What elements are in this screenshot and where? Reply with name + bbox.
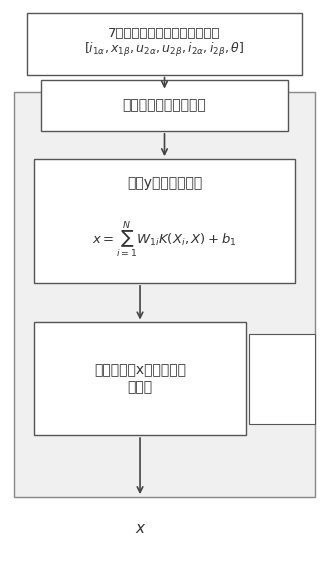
- FancyBboxPatch shape: [28, 12, 301, 75]
- FancyBboxPatch shape: [40, 80, 289, 131]
- Text: x: x: [136, 521, 144, 535]
- Text: $x=\sum_{i=1}^{N}W_{1i}K(X_i,X)+b_1$: $x=\sum_{i=1}^{N}W_{1i}K(X_i,X)+b_1$: [92, 220, 237, 260]
- Text: 7个输入变量的实时直接测量值: 7个输入变量的实时直接测量值: [108, 27, 221, 40]
- Text: 多核最小二乘支
持向量机预测x: 多核最小二乘支 持向量机预测x: [260, 368, 304, 389]
- FancyBboxPatch shape: [14, 92, 315, 497]
- FancyBboxPatch shape: [249, 334, 315, 424]
- Text: $[i_{1\alpha},x_{1\beta},u_{2\alpha},u_{2\beta},i_{2\alpha},i_{2\beta},\theta]$: $[i_{1\alpha},x_{1\beta},u_{2\alpha},u_{…: [85, 41, 244, 59]
- Text: 计算y方向径向位移: 计算y方向径向位移: [127, 176, 202, 190]
- Text: 对径向位移x进行反归一
化处理: 对径向位移x进行反归一 化处理: [94, 363, 186, 394]
- FancyBboxPatch shape: [34, 323, 246, 435]
- FancyBboxPatch shape: [34, 159, 295, 283]
- Text: 数字滤波及归一化处理: 数字滤波及归一化处理: [123, 98, 206, 113]
